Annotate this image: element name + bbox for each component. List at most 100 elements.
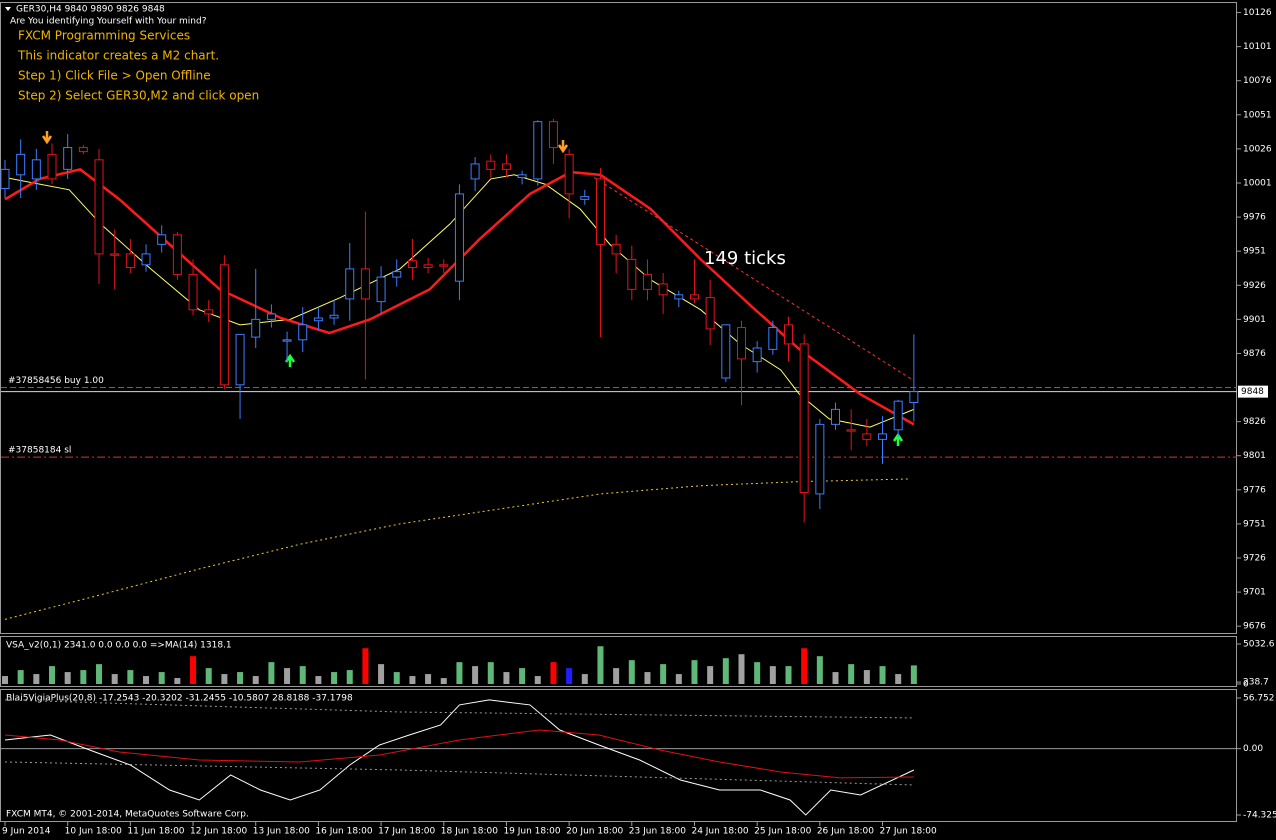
candle-body: [768, 327, 778, 350]
bid-label: 9848: [1241, 387, 1264, 397]
candle-body: [705, 297, 715, 330]
volume-bar: [284, 668, 291, 684]
x-tick-label: 13 Jun 18:00: [253, 827, 310, 837]
volume-bar: [691, 660, 698, 684]
y-tick-label: 9901: [1243, 315, 1266, 325]
volume-bar: [425, 674, 432, 684]
y-tick-label: 9801: [1243, 451, 1266, 461]
x-tick-label: 24 Jun 18:00: [691, 827, 748, 837]
candle-body: [345, 268, 355, 300]
volume-bar: [519, 668, 526, 684]
trendline-label: 149 ticks: [704, 248, 786, 269]
volume-bar: [80, 670, 87, 684]
oscillator-line: [4, 761, 914, 786]
note: FXCM Programming Services: [18, 29, 190, 43]
footer: FXCM MT4, © 2001-2014, MetaQuotes Softwa…: [6, 810, 249, 820]
candle-body: [251, 318, 261, 338]
menu-triangle[interactable]: [5, 7, 11, 11]
volume-bar: [566, 668, 573, 684]
y-tick-label: 9876: [1243, 349, 1266, 359]
candle-body: [517, 174, 527, 179]
volume-bar: [581, 674, 588, 684]
y-tick-label: 238.7: [1243, 678, 1269, 688]
volume-bar: [503, 672, 510, 684]
y-tick-label: 9676: [1243, 622, 1266, 632]
volume-bar: [331, 672, 338, 684]
x-tick-label: 20 Jun 18:00: [566, 827, 623, 837]
header: GER30,H4 9840 9890 9826 9848: [16, 5, 165, 15]
candle-body: [533, 121, 543, 180]
candle-body: [423, 264, 433, 269]
y-tick-label: 9726: [1243, 554, 1266, 564]
candle-body: [846, 429, 856, 432]
candle-body: [784, 324, 793, 345]
candle-body: [893, 400, 903, 431]
x-tick-label: 27 Jun 18:00: [880, 827, 937, 837]
oscillator-title: Blai5VigiaPlus(20,8) -17.2543 -20.3202 -…: [6, 694, 353, 704]
volume-bar: [675, 674, 682, 684]
volume-bar: [221, 674, 228, 684]
volume-bar: [895, 674, 902, 684]
candle-body: [266, 313, 276, 320]
candle-body: [689, 294, 699, 300]
candle-body: [94, 159, 104, 255]
volume-bar: [17, 670, 24, 684]
y-tick-label: 9776: [1243, 485, 1266, 495]
candle-body: [752, 347, 762, 363]
y-tick-label: 56.752: [1243, 694, 1275, 704]
volume-bar: [143, 676, 150, 684]
x-tick-label: 9 Jun 2014: [2, 827, 51, 837]
candle-body: [63, 147, 73, 170]
y-tick-label: 10076: [1243, 76, 1272, 86]
candle-body: [110, 253, 120, 256]
candle-body: [172, 234, 182, 275]
candle-body: [16, 153, 26, 176]
y-tick-label: 0: [1243, 680, 1249, 690]
oscillator-panel-border: [0, 689, 1237, 822]
volume-panel-border: [0, 636, 1237, 687]
volume-bar: [660, 664, 667, 684]
bid-box: [1238, 385, 1268, 398]
candle-body: [580, 196, 590, 200]
volume-bar: [863, 670, 870, 684]
candle-body: [815, 423, 825, 495]
volume-bar: [252, 676, 259, 684]
volume-bar: [268, 662, 275, 684]
order-label: #37858456 buy 1.00: [8, 376, 104, 386]
candle-body: [595, 178, 605, 245]
volume-bar: [707, 666, 714, 684]
candle-body: [407, 260, 417, 269]
volume-bar: [96, 664, 103, 684]
candle-body: [486, 160, 496, 170]
x-tick-label: 23 Jun 18:00: [629, 827, 686, 837]
volume-bar: [769, 666, 776, 684]
y-tick-label: 10126: [1243, 8, 1272, 18]
volume-bar: [64, 672, 71, 684]
candle-body: [298, 324, 308, 341]
sell-arrow: [557, 140, 569, 154]
candle-body: [564, 153, 574, 195]
x-tick-label: 26 Jun 18:00: [817, 827, 874, 837]
candle-body: [360, 268, 370, 300]
volume-bar: [378, 664, 385, 684]
volume-bar: [174, 678, 181, 684]
volume-bar: [49, 666, 56, 684]
volume-bar: [816, 656, 823, 684]
volume-bar: [158, 672, 165, 684]
volume-bar: [190, 656, 197, 684]
note: This indicator creates a M2 chart.: [17, 49, 219, 63]
y-tick-label: 0.00: [1243, 744, 1263, 754]
candle-body: [141, 253, 151, 266]
y-tick-label: 9951: [1243, 247, 1266, 257]
candle-body: [909, 391, 919, 404]
oscillator-line: [4, 699, 915, 816]
volume-bar: [456, 662, 463, 684]
candle-body: [674, 294, 684, 300]
volume-bar: [550, 662, 557, 684]
moving-average: [4, 168, 915, 426]
candle-body: [78, 147, 88, 153]
x-tick-label: 11 Jun 18:00: [127, 827, 184, 837]
candle-body: [313, 317, 323, 322]
candle-body: [47, 153, 57, 180]
